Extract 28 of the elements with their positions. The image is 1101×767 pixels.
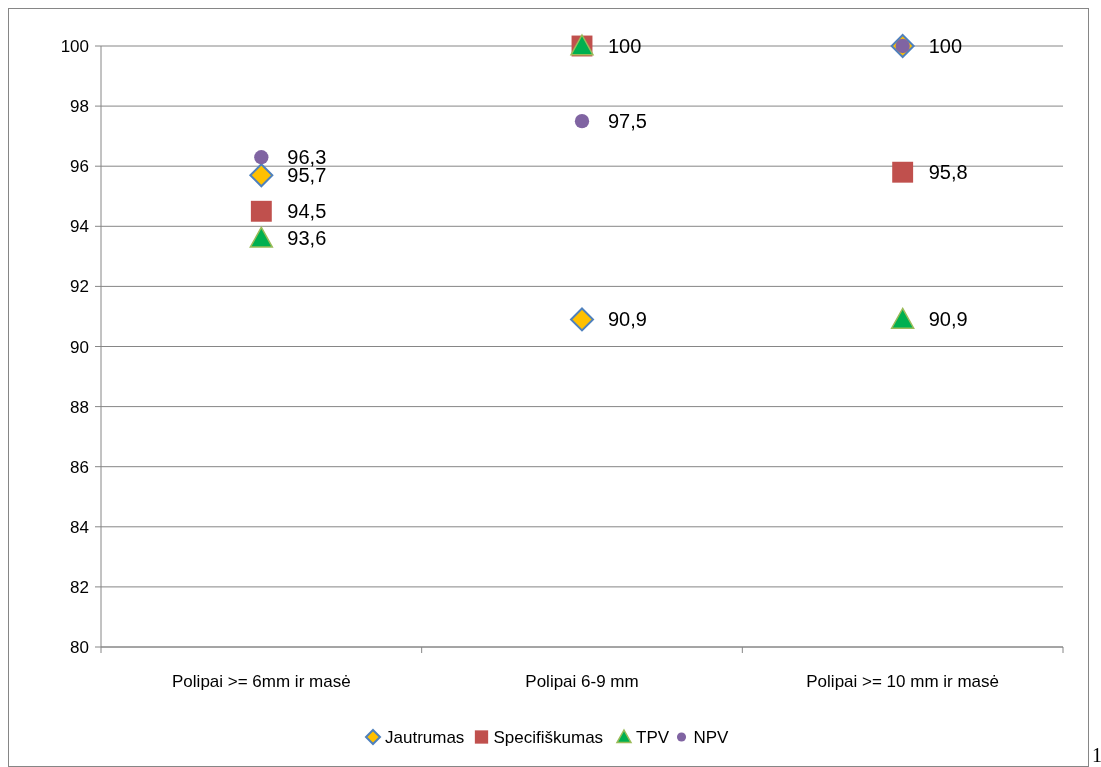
y-tick-label: 98: [70, 97, 89, 117]
y-tick-label: 86: [70, 457, 89, 477]
data-label: 90,9: [608, 308, 647, 331]
x-tick-label: Polipai >= 6mm ir masė: [172, 672, 351, 691]
data-label: 93,6: [287, 227, 327, 250]
x-tick-label: Polipai 6-9 mm: [525, 672, 639, 691]
y-tick-label: 96: [70, 157, 89, 177]
data-label: 100: [608, 35, 642, 57]
y-tick-label: 88: [70, 397, 89, 417]
legend-label: Specifiškumas: [493, 728, 604, 747]
y-tick-label: 100: [60, 37, 89, 56]
x-tick-label: Polipai >= 10 mm ir masė: [806, 672, 1000, 691]
data-label: 96,3: [287, 146, 327, 169]
y-tick-label: 94: [70, 217, 89, 237]
legend-label: TPV: [636, 728, 670, 747]
data-label: 97,5: [608, 110, 647, 133]
text: 1: [1092, 744, 1101, 766]
data-label: 94,5: [287, 200, 327, 223]
y-tick-label: 80: [70, 638, 89, 657]
y-tick-label: 90: [70, 337, 89, 357]
y-tick-label: 82: [70, 577, 89, 597]
y-tick-label: 84: [70, 517, 89, 537]
y-tick-label: 92: [70, 277, 89, 297]
legend-label: NPV: [693, 728, 730, 747]
data-label: 100: [928, 35, 963, 57]
data-label: 95,8: [928, 161, 968, 184]
legend-label: Jautrumas: [385, 728, 465, 747]
data-label: 90,9: [928, 308, 968, 331]
